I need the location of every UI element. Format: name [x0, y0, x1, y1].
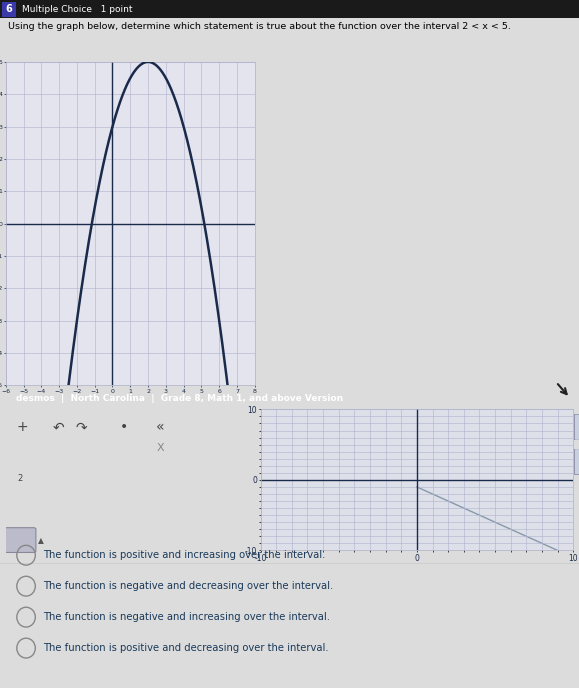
Text: +: +: [17, 420, 28, 434]
FancyBboxPatch shape: [574, 449, 579, 475]
Text: ↷: ↷: [76, 420, 87, 434]
Bar: [2, 2, 16, 17]
Text: 6: 6: [6, 4, 12, 14]
Bar: [0, 0, 579, 18]
Text: ▲: ▲: [38, 535, 43, 545]
Text: «: «: [156, 420, 164, 434]
FancyBboxPatch shape: [574, 414, 579, 440]
Text: ↶: ↶: [52, 420, 64, 434]
Text: X: X: [156, 443, 164, 453]
Text: 2: 2: [17, 474, 23, 483]
Text: Using the graph below, determine which statement is true about the function over: Using the graph below, determine which s…: [8, 22, 511, 31]
Text: The function is negative and increasing over the interval.: The function is negative and increasing …: [43, 612, 331, 622]
Text: Multiple Choice   1 point: Multiple Choice 1 point: [22, 5, 133, 14]
Text: •: •: [120, 420, 129, 434]
FancyBboxPatch shape: [3, 528, 36, 552]
Text: The function is negative and decreasing over the interval.: The function is negative and decreasing …: [43, 581, 334, 591]
Text: The function is positive and increasing over the interval.: The function is positive and increasing …: [43, 550, 326, 560]
Text: The function is positive and decreasing over the interval.: The function is positive and decreasing …: [43, 643, 329, 653]
Text: desmos  |  North Carolina  |  Grade 8, Math 1, and above Version: desmos | North Carolina | Grade 8, Math …: [16, 394, 343, 402]
